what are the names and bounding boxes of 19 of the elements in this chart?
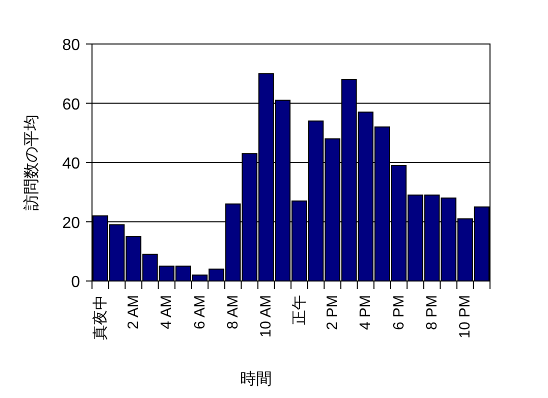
x-tick-label: 10 PM: [456, 295, 474, 338]
x-tick-label: 6 AM: [191, 295, 208, 330]
y-tick-label: 20: [62, 214, 80, 232]
y-axis-title: 訪問数の平均: [22, 114, 40, 210]
y-tick-label: 80: [62, 37, 80, 54]
x-tick-label: 2 PM: [324, 295, 341, 330]
x-tick-label: 6 PM: [390, 295, 408, 330]
x-tick-label: 真夜中: [92, 295, 109, 340]
x-tick-label: 4 AM: [158, 295, 176, 330]
x-tick-label: 10 AM: [258, 295, 275, 338]
x-tick-label: 2 AM: [124, 295, 142, 330]
x-axis-title: 時間: [240, 370, 272, 388]
y-tick-label: 40: [62, 156, 80, 172]
y-tick-label: 60: [62, 96, 80, 114]
x-tick-label: 8 AM: [224, 295, 242, 330]
y-tick-label: 0: [71, 274, 80, 291]
x-tick-label: 正午: [290, 295, 308, 325]
x-tick-label: 8 PM: [423, 295, 440, 330]
x-tick-label: 4 PM: [357, 295, 374, 330]
